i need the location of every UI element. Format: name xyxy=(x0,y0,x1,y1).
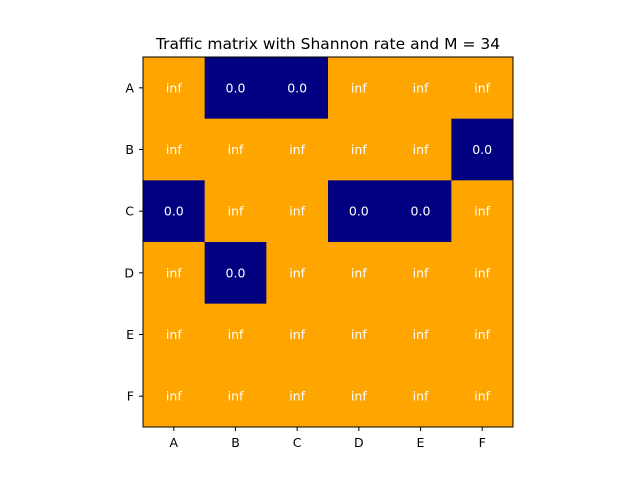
cell-value-label: inf xyxy=(474,327,490,342)
cell-value-label: inf xyxy=(413,327,429,342)
cell-value-label: inf xyxy=(289,327,305,342)
cell-value-label: inf xyxy=(351,327,367,342)
heatmap-cell xyxy=(143,365,206,428)
heatmap-cell xyxy=(389,242,452,305)
heatmap-cell xyxy=(328,118,391,181)
heatmap-cell xyxy=(143,118,206,181)
heatmap-cell xyxy=(451,242,514,305)
cell-value-label: inf xyxy=(228,327,244,342)
cell-value-label: 0.0 xyxy=(164,204,184,219)
heatmap-cell xyxy=(143,303,206,366)
heatmap-cell xyxy=(204,180,267,243)
cell-value-label: 0.0 xyxy=(349,204,369,219)
cell-value-label: inf xyxy=(166,265,182,280)
heatmap-cell xyxy=(451,303,514,366)
heatmap-cell-labels: inf 0.0 0.0 inf inf inf inf inf inf inf inf 0.0 0.0 i… xyxy=(164,80,492,403)
heatmap-cell xyxy=(389,303,452,366)
cell-value-label: inf xyxy=(166,142,182,157)
heatmap-cell xyxy=(389,118,452,181)
cell-value-label: inf xyxy=(166,327,182,342)
cell-value-label: inf xyxy=(351,80,367,95)
cell-value-label: inf xyxy=(413,142,429,157)
heatmap-cell xyxy=(204,242,267,305)
x-tick-label: D xyxy=(354,435,364,450)
heatmap-cell xyxy=(389,180,452,243)
heatmap-cell xyxy=(451,365,514,428)
x-tick-label: F xyxy=(479,435,486,450)
heatmap-cell xyxy=(204,118,267,181)
cell-value-label: inf xyxy=(413,80,429,95)
cell-value-label: 0.0 xyxy=(226,265,246,280)
y-tick-label: B xyxy=(125,142,134,157)
cell-value-label: 0.0 xyxy=(472,142,492,157)
cell-value-label: inf xyxy=(289,265,305,280)
heatmap-cell xyxy=(451,180,514,243)
cell-value-label: 0.0 xyxy=(287,80,307,95)
heatmap-cell xyxy=(266,57,329,120)
heatmap-cell xyxy=(328,180,391,243)
cell-value-label: inf xyxy=(474,265,490,280)
cell-value-label: inf xyxy=(166,389,182,404)
heatmap-cell xyxy=(266,118,329,181)
x-tick-label: A xyxy=(170,435,179,450)
cell-value-label: inf xyxy=(474,80,490,95)
heatmap-cell xyxy=(143,180,206,243)
heatmap-cell xyxy=(328,242,391,305)
cell-value-label: inf xyxy=(474,389,490,404)
x-tick-label: B xyxy=(231,435,240,450)
heatmap-cell xyxy=(266,242,329,305)
cell-value-label: inf xyxy=(289,142,305,157)
heatmap-cell xyxy=(143,242,206,305)
cell-value-label: inf xyxy=(228,142,244,157)
heatmap-cell xyxy=(328,303,391,366)
cell-value-label: inf xyxy=(228,389,244,404)
y-tick-label: F xyxy=(127,389,134,404)
cell-value-label: inf xyxy=(351,265,367,280)
heatmap-cells xyxy=(143,57,514,428)
y-tick-label: A xyxy=(125,80,134,95)
y-tick-label: C xyxy=(125,204,134,219)
cell-value-label: inf xyxy=(474,204,490,219)
x-tick-label: C xyxy=(293,435,302,450)
heatmap-cell xyxy=(204,57,267,120)
heatmap-cell xyxy=(451,57,514,120)
heatmap-cell xyxy=(204,303,267,366)
heatmap-cell xyxy=(143,57,206,120)
cell-value-label: inf xyxy=(351,389,367,404)
heatmap-cell xyxy=(451,118,514,181)
cell-value-label: 0.0 xyxy=(411,204,431,219)
heatmap-cell xyxy=(389,365,452,428)
heatmap-cell xyxy=(266,180,329,243)
heatmap-cell xyxy=(328,57,391,120)
cell-value-label: inf xyxy=(166,80,182,95)
chart-title: Traffic matrix with Shannon rate and M =… xyxy=(155,35,500,53)
y-axis-ticks: A B C D E F xyxy=(124,80,143,404)
x-tick-label: E xyxy=(417,435,425,450)
plot-frame xyxy=(142,56,514,428)
cell-value-label: inf xyxy=(413,265,429,280)
heatmap-cell xyxy=(266,303,329,366)
cell-value-label: inf xyxy=(351,142,367,157)
y-tick-label: E xyxy=(126,327,134,342)
x-axis-ticks: A B C D E F xyxy=(170,427,486,450)
heatmap-cell xyxy=(204,365,267,428)
cell-value-label: inf xyxy=(228,204,244,219)
heatmap-cell xyxy=(266,365,329,428)
cell-value-label: 0.0 xyxy=(226,80,246,95)
cell-value-label: inf xyxy=(289,204,305,219)
heatmap-cell xyxy=(389,57,452,120)
cell-value-label: inf xyxy=(289,389,305,404)
heatmap-cell xyxy=(328,365,391,428)
cell-value-label: inf xyxy=(413,389,429,404)
y-tick-label: D xyxy=(124,265,134,280)
